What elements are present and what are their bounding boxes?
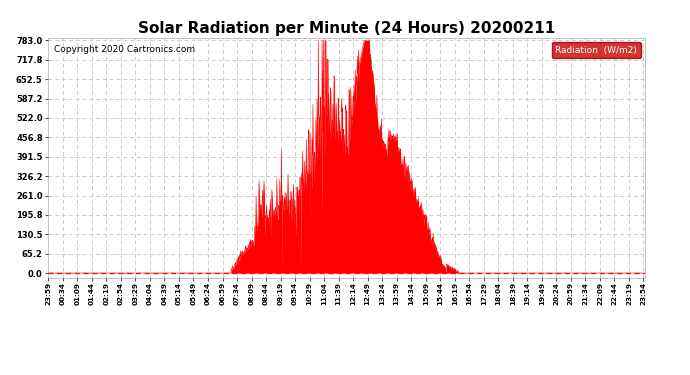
Title: Solar Radiation per Minute (24 Hours) 20200211: Solar Radiation per Minute (24 Hours) 20… bbox=[138, 21, 555, 36]
Legend: Radiation  (W/m2): Radiation (W/m2) bbox=[551, 42, 640, 58]
Text: Copyright 2020 Cartronics.com: Copyright 2020 Cartronics.com bbox=[55, 45, 195, 54]
